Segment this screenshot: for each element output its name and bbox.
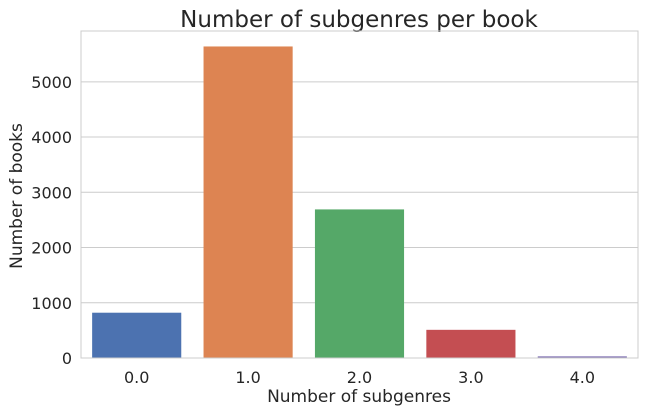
chart-title: Number of subgenres per book xyxy=(180,7,538,33)
y-tick-label: 1000 xyxy=(31,294,72,313)
x-tick-label: 0.0 xyxy=(124,368,149,387)
x-tick-label: 2.0 xyxy=(347,368,372,387)
x-axis-label: Number of subgenres xyxy=(267,387,451,407)
x-tick-label: 3.0 xyxy=(458,368,483,387)
y-axis-label: Number of books xyxy=(7,123,27,269)
y-tick-label: 4000 xyxy=(31,128,72,147)
y-tick-labels: 0 1000 2000 3000 4000 5000 xyxy=(31,73,72,368)
y-tick-label: 0 xyxy=(62,349,72,368)
bar-4-0 xyxy=(537,356,627,358)
x-tick-labels: 0.0 1.0 2.0 3.0 4.0 xyxy=(124,368,595,387)
x-tick-label: 4.0 xyxy=(570,368,595,387)
y-tick-label: 2000 xyxy=(31,239,72,258)
bar-0-0 xyxy=(92,312,182,358)
y-tick-label: 5000 xyxy=(31,73,72,92)
y-tick-label: 3000 xyxy=(31,183,72,202)
bar-layer xyxy=(92,46,627,358)
bar-3-0 xyxy=(426,329,516,358)
bar-2-0 xyxy=(314,209,405,358)
bar-1-0 xyxy=(203,46,293,358)
x-tick-label: 1.0 xyxy=(235,368,260,387)
plot-frame xyxy=(80,30,639,359)
